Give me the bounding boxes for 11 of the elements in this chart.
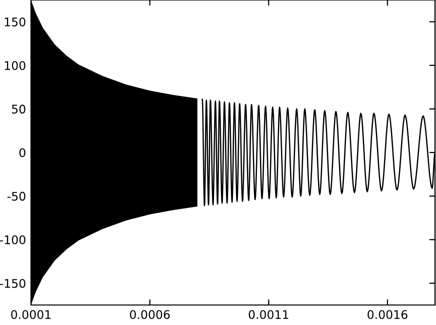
y-tick-label: 100	[4, 61, 26, 70]
y-tick-label: 150	[4, 18, 26, 26]
x-tick-label: 0.0006	[130, 310, 170, 319]
x-tick-label: 0.0011	[248, 310, 288, 319]
x-tick-label: 0.0001	[11, 310, 51, 319]
y-tick-label: -100	[0, 235, 26, 244]
y-tick-label: 50	[12, 104, 26, 114]
y-tick-label: 0	[19, 148, 26, 158]
x-tick-label: 0.0016	[368, 310, 408, 319]
y-tick-label: -50	[7, 192, 26, 201]
y-tick-label: -150	[0, 278, 26, 288]
